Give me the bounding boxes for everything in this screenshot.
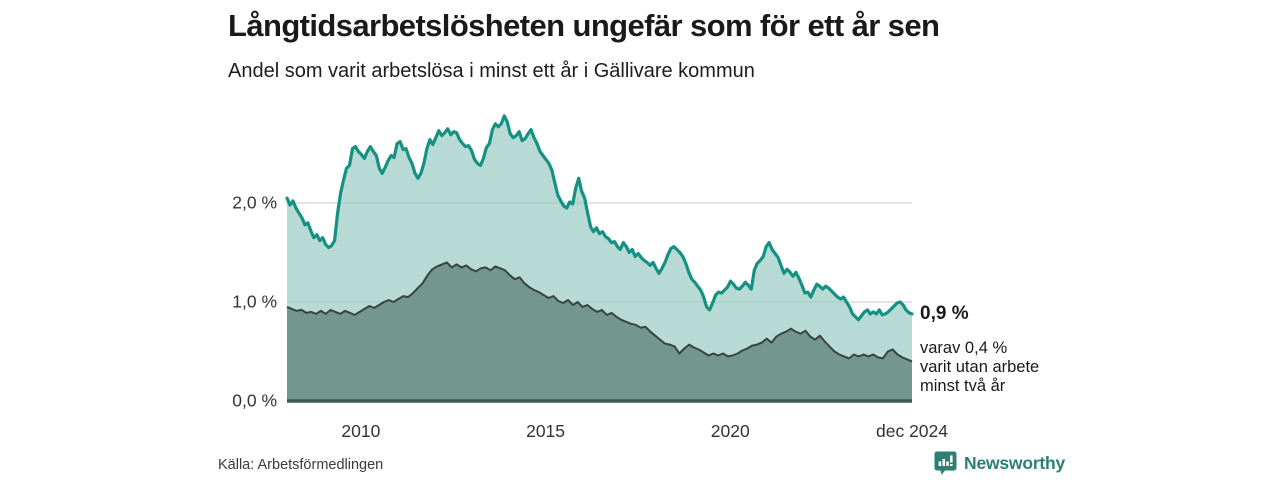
- annotation-line-3: minst två år: [920, 376, 1006, 395]
- x-tick-label: 2015: [526, 421, 566, 441]
- x-tick-label: 2020: [710, 421, 750, 441]
- newsworthy-branding: Newsworthy: [934, 451, 1065, 476]
- y-tick-label: 2,0 %: [232, 192, 277, 213]
- chart-subtitle: Andel som varit arbetslösa i minst ett å…: [228, 60, 755, 82]
- x-tick-label: dec 2024: [875, 421, 949, 441]
- y-tick-label: 0,0 %: [232, 390, 277, 411]
- page-title: Långtidsarbetslösheten ungefär som för e…: [228, 8, 940, 43]
- bar-chart-speech-bubble-icon: [934, 451, 957, 475]
- x-tick-label: 2010: [341, 421, 381, 441]
- y-tick-label: 1,0 %: [232, 291, 277, 312]
- series-two-years-line: [286, 261, 913, 363]
- end-value-label: 0,9 %: [920, 303, 969, 324]
- source-note: Källa: Arbetsförmedlingen: [218, 457, 384, 473]
- series-two-years-area: [287, 262, 912, 401]
- annotation-line-2: varit utan arbete: [920, 357, 1040, 376]
- brand-name: Newsworthy: [964, 453, 1066, 473]
- annotation-line-1: varav 0,4 %: [920, 339, 1008, 357]
- annotation-text: varav 0,4 % varit utan arbete minst två …: [920, 339, 1039, 395]
- series-total-line: [285, 114, 914, 322]
